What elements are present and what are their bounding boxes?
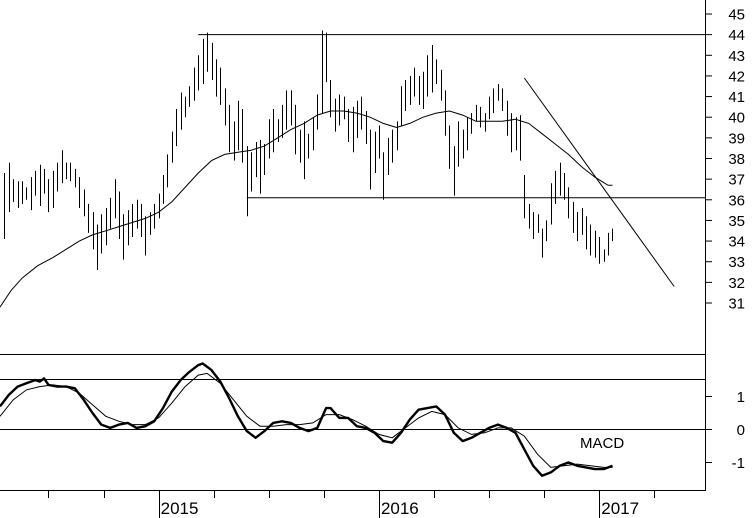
x-axis: 2015 2016 2017 (48, 490, 655, 518)
price-tick-label: 32 (728, 275, 745, 292)
price-tick-label: 38 (728, 151, 745, 168)
chart-frame (0, 0, 706, 491)
moving-average-line (0, 110, 613, 308)
year-label: 2016 (381, 499, 419, 518)
price-tick-label: 33 (728, 254, 745, 271)
macd-tick-label: 0 (737, 422, 745, 439)
price-tick-label: 34 (728, 234, 745, 251)
price-tick-label: 35 (728, 213, 745, 230)
macd-signal-line (0, 372, 613, 468)
price-tick-label: 44 (728, 27, 745, 44)
price-tick-label: 37 (728, 172, 745, 189)
price-tick-label: 42 (728, 68, 745, 85)
macd-axis-ticks: -1 0 1 (705, 389, 745, 472)
macd-tick-label: 1 (737, 389, 745, 406)
macd-tick-label: -1 (732, 455, 745, 472)
year-label: 2015 (161, 499, 199, 518)
price-tick-label: 40 (728, 110, 745, 127)
price-tick-label: 36 (728, 192, 745, 209)
macd-label: MACD (580, 435, 624, 452)
macd-line (0, 362, 613, 477)
price-panel (0, 30, 705, 308)
price-tick-label: 45 (728, 7, 745, 24)
year-label: 2017 (601, 499, 639, 518)
reference-line-downtrend (523, 77, 675, 287)
price-tick-label: 43 (728, 48, 745, 65)
price-tick-label: 39 (728, 130, 745, 147)
macd-panel (0, 362, 705, 477)
price-tick-label: 31 (728, 296, 745, 313)
price-axis-ticks: 31 32 33 34 35 36 37 38 39 40 41 42 43 44 45 (705, 7, 745, 313)
price-tick-label: 41 (728, 89, 745, 106)
